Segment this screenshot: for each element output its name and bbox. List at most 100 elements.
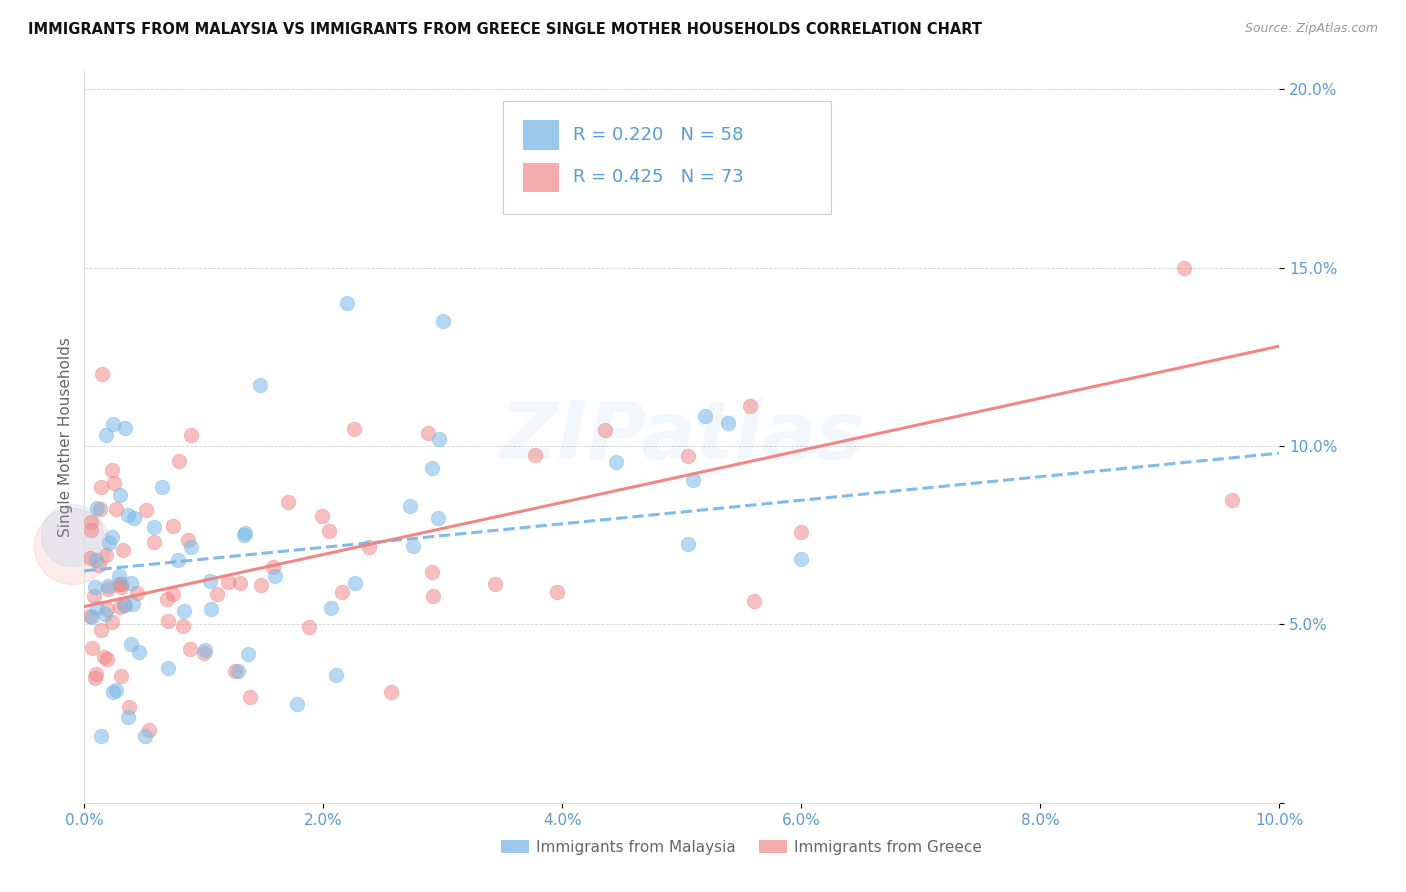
Point (112, 599, 135, 613)
FancyBboxPatch shape (523, 120, 558, 150)
Point (101, 530, 124, 544)
Point (117, 710, 139, 724)
Point (319, 601, 342, 615)
Point (198, 574, 221, 589)
Point (97, 582, 120, 596)
Point (120, 576, 142, 591)
Point (226, 664, 249, 678)
Point (693, 409, 716, 423)
Point (229, 576, 252, 591)
Point (546, 585, 568, 599)
Point (114, 420, 136, 434)
Point (224, 664, 246, 678)
Point (103, 476, 125, 491)
Point (90, 730, 112, 744)
Point (420, 461, 443, 475)
Text: IMMIGRANTS FROM MALAYSIA VS IMMIGRANTS FROM GREECE SINGLE MOTHER HOUSEHOLDS CORR: IMMIGRANTS FROM MALAYSIA VS IMMIGRANTS F… (28, 22, 983, 37)
Point (193, 646, 215, 660)
Point (172, 619, 194, 633)
Text: R = 0.220   N = 58: R = 0.220 N = 58 (574, 126, 744, 144)
Point (120, 637, 142, 651)
Point (90, 480, 112, 494)
Point (484, 576, 506, 591)
Point (138, 723, 160, 737)
Point (176, 533, 198, 547)
Point (79, 609, 101, 624)
Point (117, 508, 139, 522)
FancyBboxPatch shape (523, 163, 558, 192)
Point (91, 368, 114, 382)
Point (343, 575, 366, 590)
Point (420, 565, 443, 579)
Point (90, 624, 112, 638)
Point (217, 575, 239, 590)
Point (427, 511, 450, 525)
Point (93, 649, 115, 664)
Point (94, 427, 117, 442)
Point (427, 432, 450, 446)
Text: ZIPatlas: ZIPatlas (499, 398, 865, 476)
Point (1173, 260, 1195, 275)
Point (205, 587, 228, 601)
Point (96, 602, 118, 616)
Point (167, 454, 190, 468)
Point (180, 541, 202, 555)
Point (298, 620, 321, 634)
Point (311, 509, 333, 524)
Point (162, 587, 184, 601)
Point (108, 488, 131, 502)
Point (277, 495, 299, 509)
Point (156, 661, 179, 675)
Point (80, 523, 103, 537)
Point (676, 449, 699, 463)
Point (432, 314, 454, 328)
Point (80, 515, 103, 529)
Point (104, 683, 127, 698)
Point (110, 669, 132, 683)
Point (343, 422, 366, 436)
Point (62, 528, 84, 542)
Point (318, 524, 340, 538)
Point (111, 542, 134, 557)
Point (157, 614, 180, 628)
Point (285, 698, 308, 712)
Point (83, 671, 105, 685)
Point (83, 589, 105, 603)
Y-axis label: Single Mother Households: Single Mother Households (58, 337, 73, 537)
Point (595, 423, 617, 437)
Point (142, 520, 165, 534)
Point (84, 553, 107, 567)
Point (97, 536, 120, 550)
Point (742, 594, 765, 608)
Point (122, 511, 145, 525)
Point (86, 501, 108, 516)
Point (105, 501, 128, 516)
Point (167, 552, 190, 566)
Point (262, 559, 284, 574)
Point (87, 558, 110, 572)
Point (233, 526, 256, 541)
Point (336, 296, 359, 310)
Point (101, 684, 124, 698)
Point (179, 642, 201, 657)
Point (110, 577, 132, 591)
Point (128, 645, 150, 659)
Point (80, 640, 103, 655)
Point (150, 479, 173, 493)
Point (62, 539, 84, 553)
Point (1220, 492, 1243, 507)
Point (125, 586, 148, 600)
Point (94, 607, 117, 621)
Point (107, 569, 129, 583)
Point (162, 519, 184, 533)
Point (101, 462, 124, 476)
Point (232, 527, 254, 541)
Point (89, 502, 111, 516)
Point (108, 600, 131, 615)
Point (402, 539, 425, 553)
Point (79, 550, 101, 565)
Point (264, 569, 287, 583)
Point (173, 605, 195, 619)
Point (330, 584, 353, 599)
Point (143, 535, 166, 549)
